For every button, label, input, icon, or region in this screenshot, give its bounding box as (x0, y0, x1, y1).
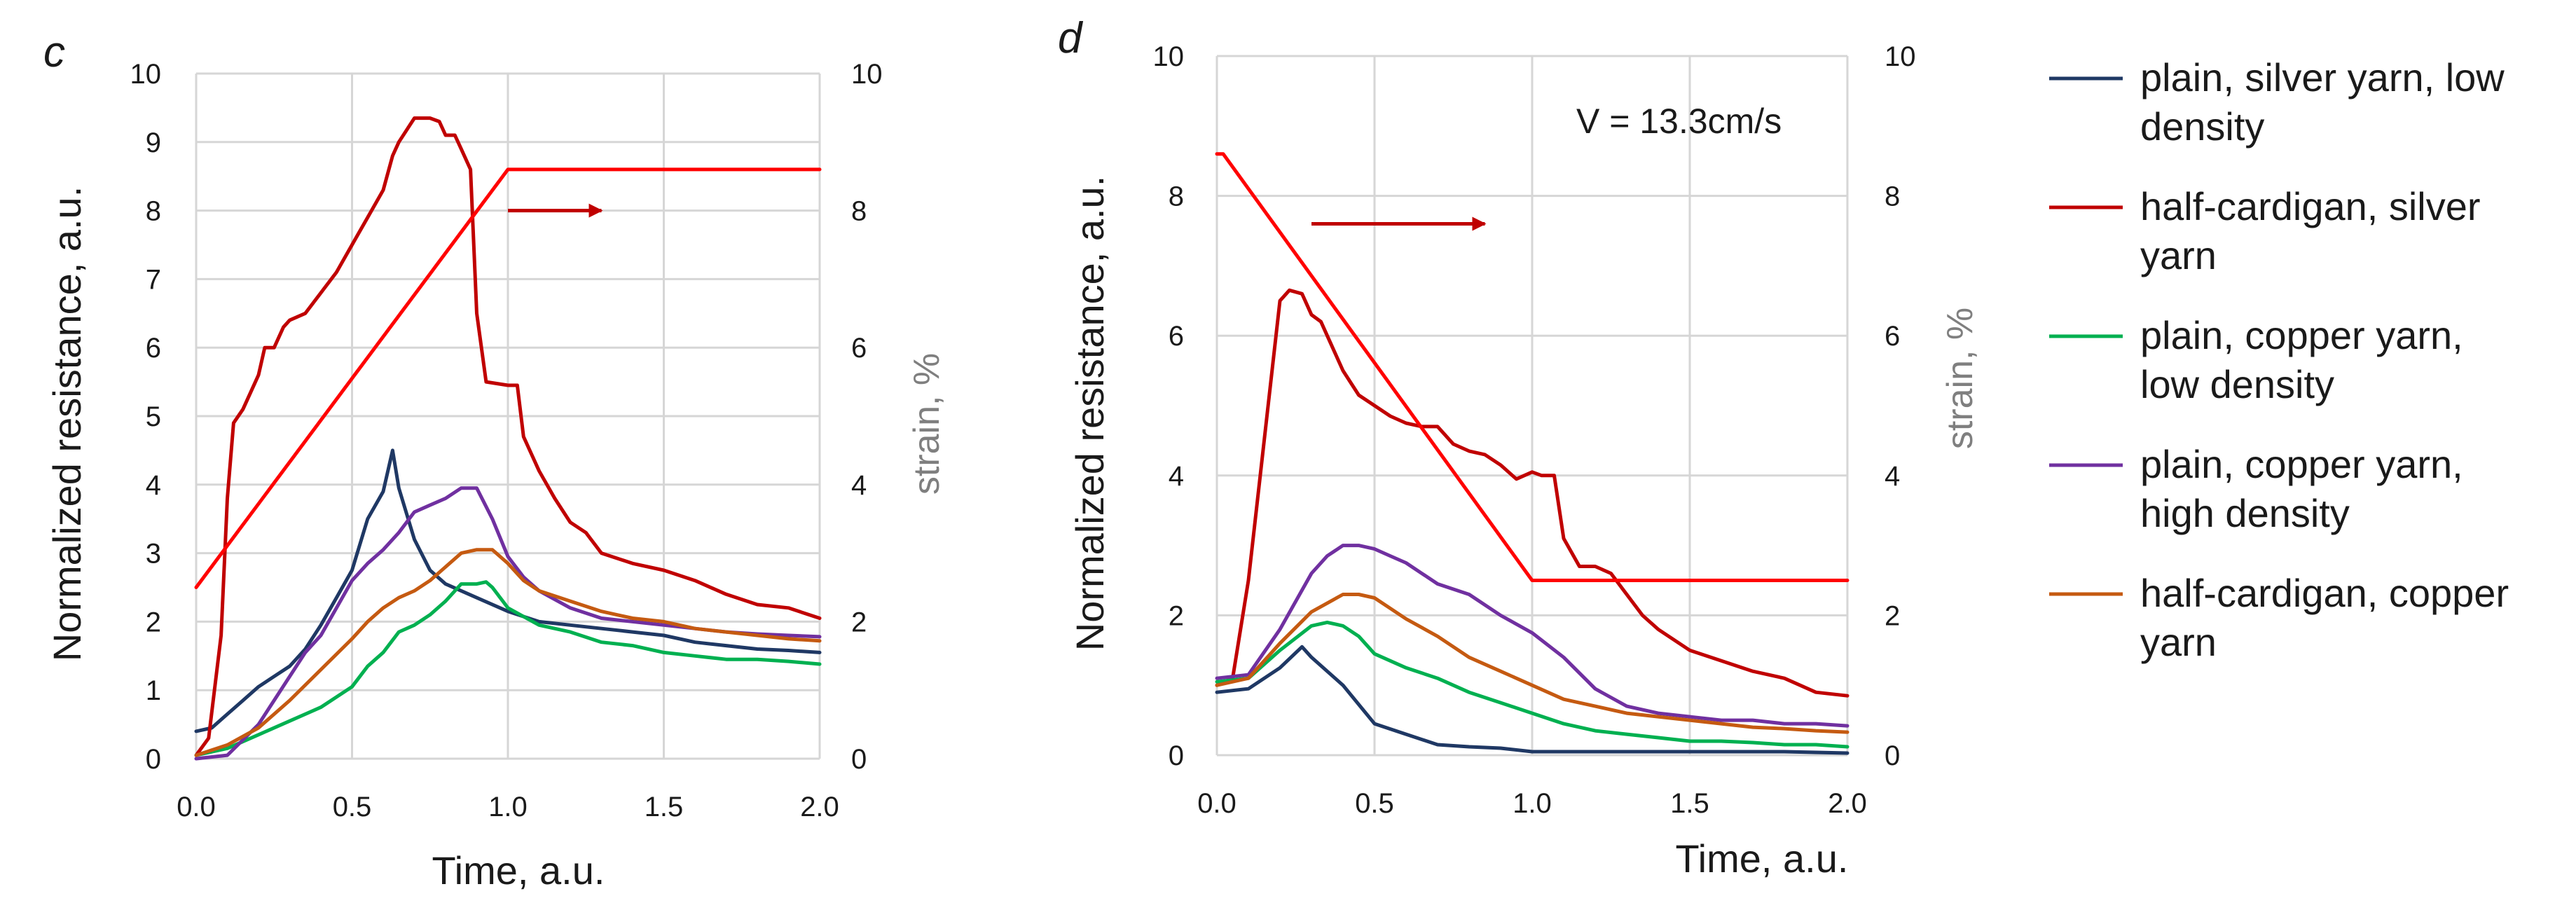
grid (195, 72, 821, 760)
series-line-plain-copper-yarn-low-density (1215, 620, 1850, 749)
series-line-plain-copper-yarn-low-density (194, 580, 822, 757)
x-axis-title: Time, a.u. (432, 848, 605, 892)
y-tick-label: 2 (146, 607, 161, 637)
y-tick-label: 9 (146, 127, 161, 158)
x-axis-title: Time, a.u. (1676, 836, 1849, 881)
y2-tick-label: 4 (1885, 461, 1900, 492)
velocity-annotation: V = 13.3cm/s (1576, 102, 1782, 141)
y-tick-label: 10 (1153, 41, 1185, 72)
y-axis-title: Normalized resistance, a.u. (45, 186, 89, 662)
legend-label: yarn (2140, 233, 2217, 277)
legend-label: half-cardigan, copper (2140, 571, 2509, 615)
legend-item-1: plain, silver yarn, low density (2049, 55, 2505, 149)
y-tick-label: 4 (1169, 461, 1184, 492)
y2-tick-label: 0 (1885, 740, 1900, 771)
y2-axis-title: strain, % (1940, 308, 1981, 449)
grid (1215, 55, 1849, 757)
x-tick-label: 0.0 (1197, 788, 1237, 819)
y2-tick-label: 4 (851, 470, 867, 501)
panel-label: d (1058, 14, 1084, 62)
legend-item-4: plain, copper yarn, high density (2049, 442, 2463, 535)
y2-tick-label: 6 (1885, 321, 1900, 352)
y-tick-label: 0 (146, 744, 161, 775)
series-line-half-cardigan-silver-yarn (194, 116, 822, 757)
y-tick-label: 2 (1169, 600, 1184, 631)
y-tick-label: 6 (1169, 321, 1184, 352)
y-tick-label: 5 (146, 401, 161, 432)
y2-axis-title: strain, % (907, 353, 947, 495)
series-line-half-cardigan-silver-yarn (1215, 288, 1850, 698)
y-tick-label: 6 (146, 333, 161, 364)
y-tick-label: 8 (146, 196, 161, 227)
legend-item-2: half-cardigan, silver yarn (2049, 184, 2481, 277)
x-tick-label: 1.0 (488, 792, 528, 822)
chart-panel-d: d 0 2 4 6 8 10 0 2 4 6 8 10 0.0 0.5 1.0 1.5 2.0 Time, a.… (1058, 14, 1981, 881)
chart-panel-c: c 0 1 2 3 4 5 6 7 8 9 10 0 2 4 6 8 10 0.0 0.5 1.0 1.5 2.0 Tim… (43, 28, 947, 892)
y2-tick-label: 2 (1885, 600, 1900, 631)
x-tick-label: 1.5 (645, 792, 684, 822)
y-tick-label: 3 (146, 539, 161, 570)
x-tick-label: 0.5 (333, 792, 372, 822)
tick-labels: 0 2 4 6 8 10 0 2 4 6 8 10 0.0 0.5 1.0 1.5 2.0 (1153, 41, 1916, 819)
series-line-strain (194, 167, 822, 589)
x-tick-label: 2.0 (1828, 788, 1867, 819)
series-group (1215, 152, 1850, 755)
series-group (194, 116, 822, 761)
y-tick-label: 8 (1169, 181, 1184, 212)
series-line-strain (1215, 152, 1850, 582)
y2-tick-label: 0 (851, 744, 867, 775)
series-line-plain-copper-yarn-high-density (194, 486, 822, 761)
y2-tick-label: 6 (851, 333, 867, 364)
legend-label: low density (2140, 362, 2334, 406)
y2-tick-label: 8 (851, 196, 867, 227)
y-tick-label: 7 (146, 264, 161, 295)
legend-label: density (2140, 104, 2264, 149)
legend-label: half-cardigan, silver (2140, 184, 2481, 228)
legend: plain, silver yarn, low density half-cardi… (2049, 55, 2509, 664)
x-tick-label: 0.5 (1355, 788, 1394, 819)
x-tick-label: 2.0 (800, 792, 839, 822)
legend-label: plain, copper yarn, (2140, 442, 2463, 486)
series-line-half-cardigan-copper-yarn (1215, 593, 1850, 734)
legend-label: high density (2140, 491, 2350, 535)
legend-label: yarn (2140, 620, 2217, 664)
legend-item-5: half-cardigan, copper yarn (2049, 571, 2509, 664)
y2-tick-label: 2 (851, 607, 867, 637)
y2-tick-label: 10 (851, 59, 883, 90)
y-axis-title: Normalized resistance, a.u. (1068, 176, 1112, 652)
panel-label: c (43, 28, 65, 76)
series-line-plain-silver-yarn-low-density (1215, 644, 1850, 755)
legend-label: plain, silver yarn, low (2140, 55, 2505, 99)
legend-item-3: plain, copper yarn, low density (2049, 313, 2463, 406)
tick-labels: 0 1 2 3 4 5 6 7 8 9 10 0 2 4 6 8 10 0.0 0.5 1.0 1.5 2.0 (130, 59, 883, 822)
legend-label: plain, copper yarn, (2140, 313, 2463, 357)
y-tick-label: 1 (146, 675, 161, 706)
y-tick-label: 10 (130, 59, 162, 90)
y-tick-label: 0 (1169, 740, 1184, 771)
series-line-plain-copper-yarn-high-density (1215, 544, 1850, 728)
x-tick-label: 1.0 (1513, 788, 1552, 819)
x-tick-label: 1.5 (1670, 788, 1709, 819)
y2-tick-label: 8 (1885, 181, 1900, 212)
series-line-half-cardigan-copper-yarn (194, 548, 822, 757)
y-tick-label: 4 (146, 470, 161, 501)
x-tick-label: 0.0 (177, 792, 216, 822)
y2-tick-label: 10 (1885, 41, 1916, 72)
series-line-plain-silver-yarn-low-density (194, 448, 822, 733)
